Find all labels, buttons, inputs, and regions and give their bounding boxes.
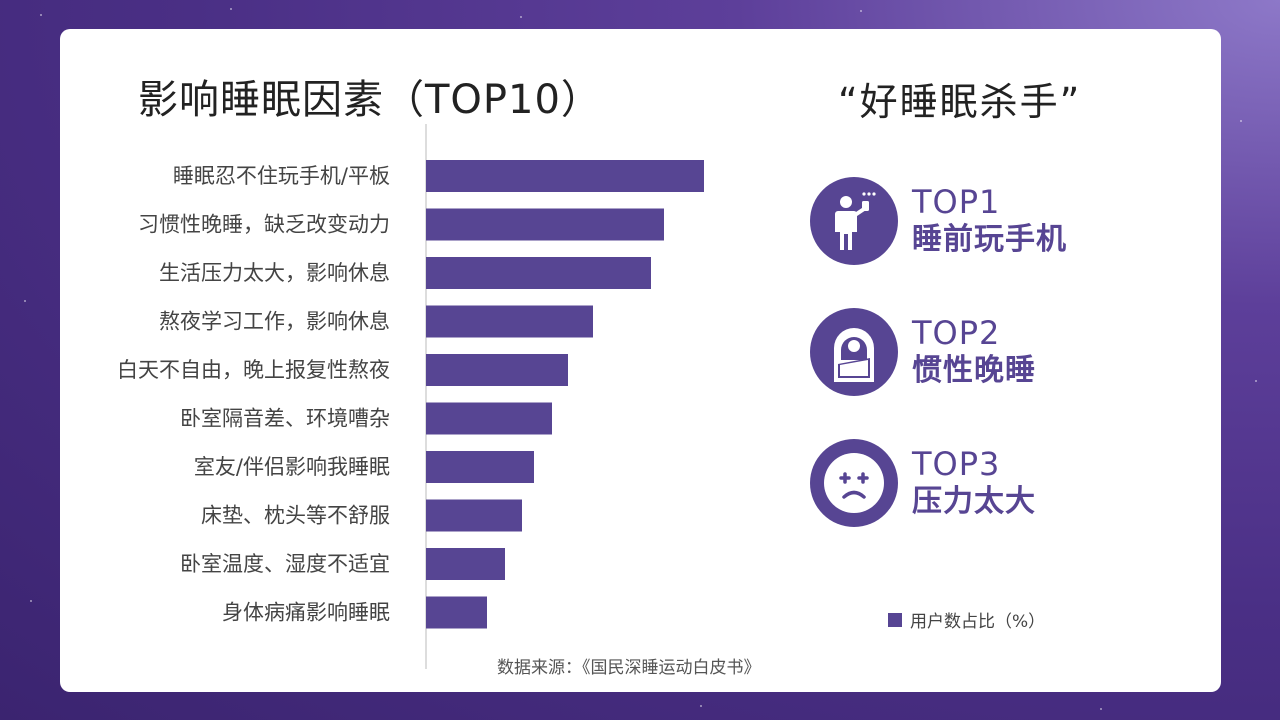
bar (426, 548, 505, 580)
data-source: 数据来源：《国民深睡运动白皮书》 (497, 658, 761, 678)
killer-rank: TOP2 (912, 314, 1001, 352)
category-label: 习惯性晚睡，缺乏改变动力 (138, 213, 390, 237)
category-label: 熬夜学习工作，影响休息 (159, 310, 390, 334)
killer-label: 惯性晚睡 (912, 353, 1036, 388)
chart-title: 影响睡眠因素（TOP10） (138, 77, 602, 123)
bar (426, 208, 664, 241)
bar-chart: 睡眠忍不住玩手机/平板习惯性晚睡，缺乏改变动力生活压力太大，影响休息熬夜学习工作… (117, 124, 704, 669)
bar (426, 499, 522, 532)
content-card: 影响睡眠因素（TOP10） “好睡眠杀手” 睡眠忍不住玩手机/平板习惯性晚睡，缺… (60, 29, 1221, 692)
killers-title: “好睡眠杀手” (838, 80, 1082, 124)
bar (426, 160, 704, 192)
category-label: 身体病痛影响睡眠 (222, 601, 390, 625)
category-label: 睡眠忍不住玩手机/平板 (173, 164, 390, 188)
sleeping-bag-icon (810, 308, 898, 396)
category-label: 室友/伴侣影响我睡眠 (194, 455, 390, 479)
stressed-face-icon (810, 439, 898, 527)
killer-label: 压力太大 (912, 484, 1036, 519)
killer-item-top3: TOP3 压力太大 (810, 439, 1036, 527)
killer-label: 睡前玩手机 (912, 222, 1067, 257)
bar (426, 402, 552, 435)
killer-item-top1: TOP1 睡前玩手机 (810, 177, 1067, 265)
legend-swatch (888, 612, 902, 627)
person-phone-icon (810, 177, 898, 265)
category-label: 生活压力太大，影响休息 (159, 261, 390, 285)
bar (426, 596, 487, 629)
killer-item-top2: TOP2 惯性晚睡 (810, 308, 1036, 396)
legend-label: 用户数占比（%） (910, 612, 1046, 632)
killer-rank: TOP3 (912, 445, 1001, 483)
bar (426, 305, 593, 338)
bar (426, 354, 568, 386)
chart-legend: 用户数占比（%） (888, 607, 1045, 632)
killer-rank: TOP1 (912, 183, 1001, 221)
category-label: 卧室隔音差、环境嘈杂 (180, 407, 390, 431)
category-label: 卧室温度、湿度不适宜 (180, 552, 390, 576)
bar (426, 257, 651, 289)
category-label: 白天不自由，晚上报复性熬夜 (117, 358, 390, 382)
bar (426, 451, 534, 483)
category-label: 床垫、枕头等不舒服 (201, 504, 390, 528)
